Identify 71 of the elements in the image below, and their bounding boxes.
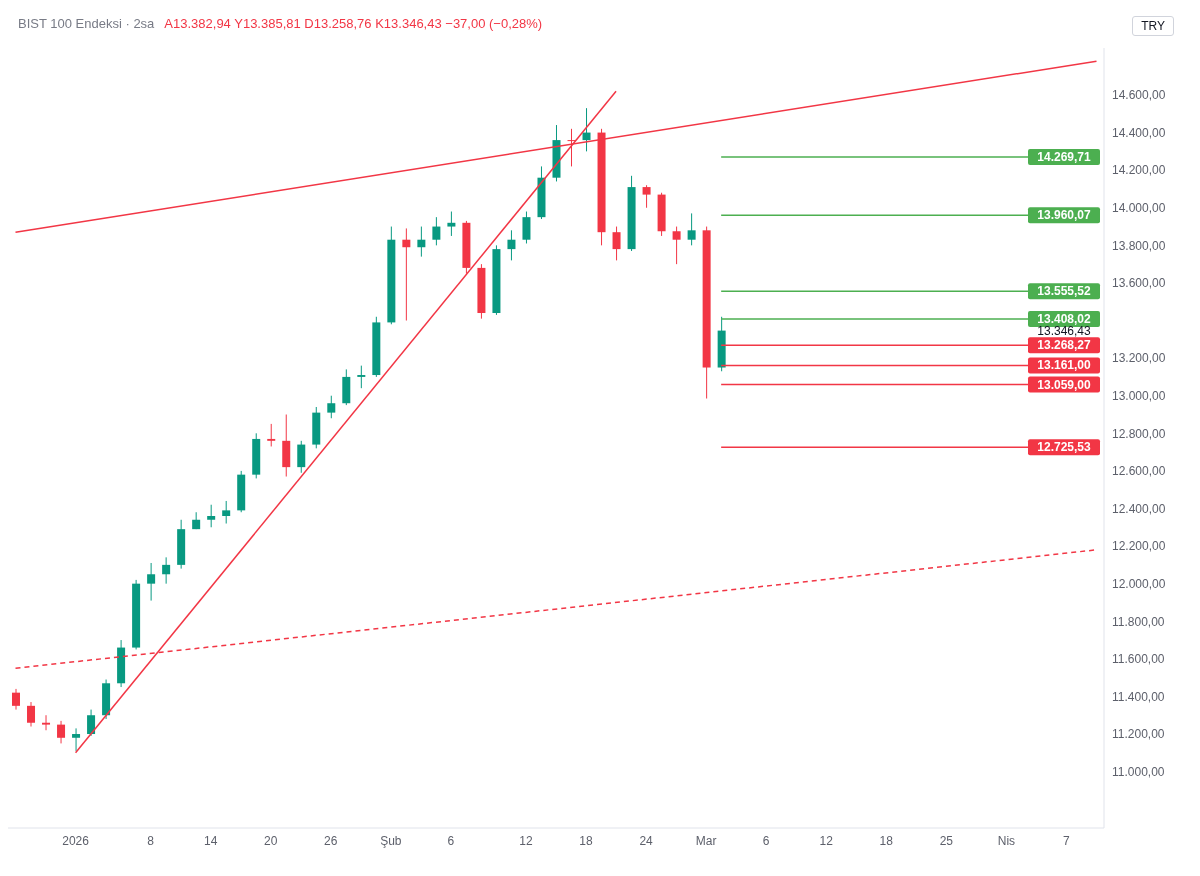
y-tick-label: 14.600,00 xyxy=(1112,88,1166,103)
candlestick xyxy=(507,229,516,261)
candlestick xyxy=(687,212,696,246)
candlestick xyxy=(582,107,591,152)
x-tick-label: Mar xyxy=(695,833,717,848)
y-tick-label: 12.200,00 xyxy=(1112,539,1166,554)
chart-subtitle: A13.382,94 Y13.385,81 D13.258,76 K13.346,43 −37,00 (−0,28%) xyxy=(164,16,543,31)
x-tick-label: 12 xyxy=(519,833,533,848)
x-tick-label: Şub xyxy=(380,833,402,848)
y-tick-label: 13.000,00 xyxy=(1112,388,1166,403)
candlestick xyxy=(432,216,441,246)
x-tick-label: 18 xyxy=(879,833,894,848)
ref-line-label: 13.408,02 xyxy=(1037,312,1092,327)
y-tick-label: 13.200,00 xyxy=(1112,351,1166,366)
y-tick-label: 11.200,00 xyxy=(1112,727,1165,742)
candlestick xyxy=(162,556,171,585)
candlestick xyxy=(42,714,51,731)
x-tick-label: 6 xyxy=(762,833,770,848)
candlestick xyxy=(327,395,336,419)
ref-line-label: 13.960,07 xyxy=(1037,208,1092,223)
y-tick-label: 12.600,00 xyxy=(1112,464,1166,479)
y-tick-label: 11.400,00 xyxy=(1112,689,1165,704)
candlestick xyxy=(417,226,426,258)
candlestick xyxy=(207,504,216,528)
candlestick xyxy=(357,365,366,389)
candlestick xyxy=(222,500,231,525)
ref-line-label: 13.059,00 xyxy=(1037,377,1092,392)
x-tick-label: 6 xyxy=(447,833,455,848)
chart-title: BIST 100 Endeksi · 2sa xyxy=(18,16,155,31)
candlestick xyxy=(147,562,156,602)
ref-line-label: 12.725,53 xyxy=(1037,440,1092,455)
x-tick-label: 7 xyxy=(1063,833,1071,848)
y-tick-label: 13.800,00 xyxy=(1112,238,1166,253)
candlestick xyxy=(87,709,96,737)
candlestick xyxy=(642,184,651,209)
x-tick-label: 14 xyxy=(204,833,218,848)
x-tick-label: 24 xyxy=(639,833,654,848)
candlestick xyxy=(402,227,411,322)
y-tick-label: 14.000,00 xyxy=(1112,201,1166,216)
ref-line-label: 13.555,52 xyxy=(1037,284,1092,299)
x-tick-label: 20 xyxy=(264,833,278,848)
candlestick xyxy=(522,211,531,244)
y-tick-label: 12.800,00 xyxy=(1112,426,1166,441)
x-tick-label: 18 xyxy=(579,833,594,848)
candlestick xyxy=(267,423,276,447)
y-tick-label: 14.200,00 xyxy=(1112,163,1166,178)
y-tick-label: 11.000,00 xyxy=(1112,764,1165,779)
candlestick xyxy=(297,440,306,474)
x-tick-label: 2026 xyxy=(62,833,90,848)
candlestick xyxy=(57,720,66,744)
x-tick-label: 26 xyxy=(324,833,338,848)
x-tick-label: 25 xyxy=(939,833,954,848)
y-axis-title: TRY xyxy=(1132,16,1174,36)
candlestick xyxy=(27,701,36,728)
y-tick-label: 12.400,00 xyxy=(1112,501,1166,516)
y-tick-label: 11.800,00 xyxy=(1112,614,1165,629)
ref-line-label: 13.268,27 xyxy=(1037,338,1092,353)
x-tick-label: 12 xyxy=(819,833,834,848)
y-tick-label: 13.600,00 xyxy=(1112,276,1166,291)
ref-line-label: 14.269,71 xyxy=(1037,150,1092,165)
x-tick-label: Nis xyxy=(997,833,1016,848)
x-tick-label: 8 xyxy=(147,833,155,848)
y-tick-label: 11.600,00 xyxy=(1112,652,1165,667)
y-tick-label: 12.000,00 xyxy=(1112,576,1166,591)
candlestick xyxy=(672,226,681,265)
candlestick xyxy=(12,688,20,711)
candlestick xyxy=(612,226,621,261)
y-tick-label: 14.400,00 xyxy=(1112,125,1166,140)
ref-line-label: 13.161,00 xyxy=(1037,358,1092,373)
candlestick xyxy=(447,211,456,237)
candlestick xyxy=(72,727,81,752)
